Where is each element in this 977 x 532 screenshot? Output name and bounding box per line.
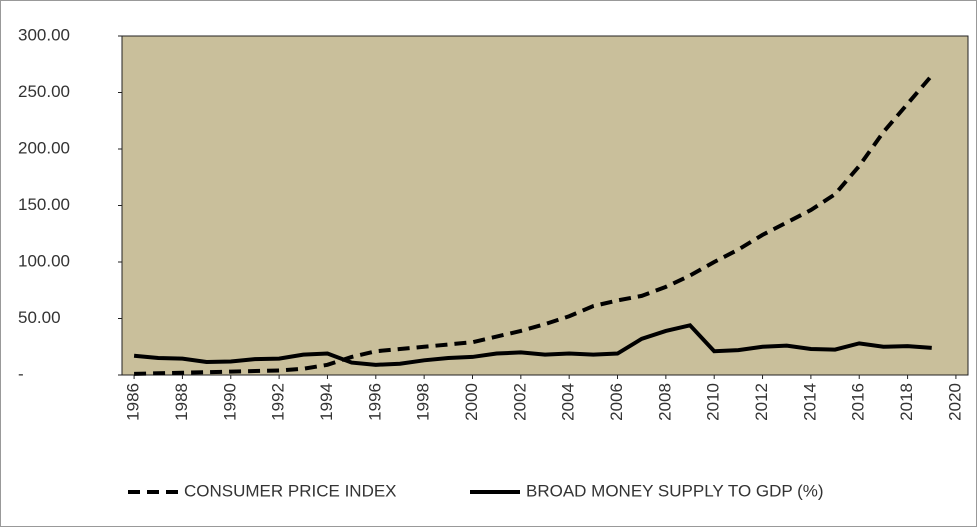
- plot-area: [121, 35, 969, 376]
- y-tick-label: 300.00: [18, 25, 70, 44]
- x-tick-label: 2018: [897, 383, 916, 421]
- y-tick-label: 150.00: [18, 195, 70, 214]
- x-tick-label: 2016: [849, 383, 868, 421]
- x-tick-label: 1986: [124, 383, 143, 421]
- x-tick-label: 2004: [559, 383, 578, 421]
- series-line: [134, 74, 934, 376]
- x-tick-label: 1988: [172, 383, 191, 421]
- legend-label: CONSUMER PRICE INDEX: [184, 481, 397, 500]
- legend-label: BROAD MONEY SUPPLY TO GDP (%): [526, 481, 824, 500]
- x-tick-label: 1990: [220, 383, 239, 421]
- series-line: [133, 323, 932, 367]
- y-tick-label: 50.00: [18, 308, 61, 327]
- x-tick-label: 2014: [800, 383, 819, 421]
- x-tick-label: 2012: [752, 383, 771, 421]
- x-tick-label: 2010: [704, 383, 723, 421]
- x-tick-label: 1994: [317, 383, 336, 421]
- y-tick-label: 250.00: [18, 82, 70, 101]
- x-tick-label: 1998: [414, 383, 433, 421]
- x-tick-label: 2002: [510, 383, 529, 421]
- x-tick-label: 1996: [365, 383, 384, 421]
- y-tick-label: 200.00: [18, 138, 70, 157]
- x-tick-label: 2008: [655, 383, 674, 421]
- y-tick-label: -: [18, 364, 24, 383]
- x-tick-label: 2000: [462, 383, 481, 421]
- y-tick-label: 100.00: [18, 251, 70, 270]
- x-tick-label: 2006: [607, 383, 626, 421]
- x-tick-label: 2020: [945, 383, 964, 421]
- x-tick-label: 1992: [269, 383, 288, 421]
